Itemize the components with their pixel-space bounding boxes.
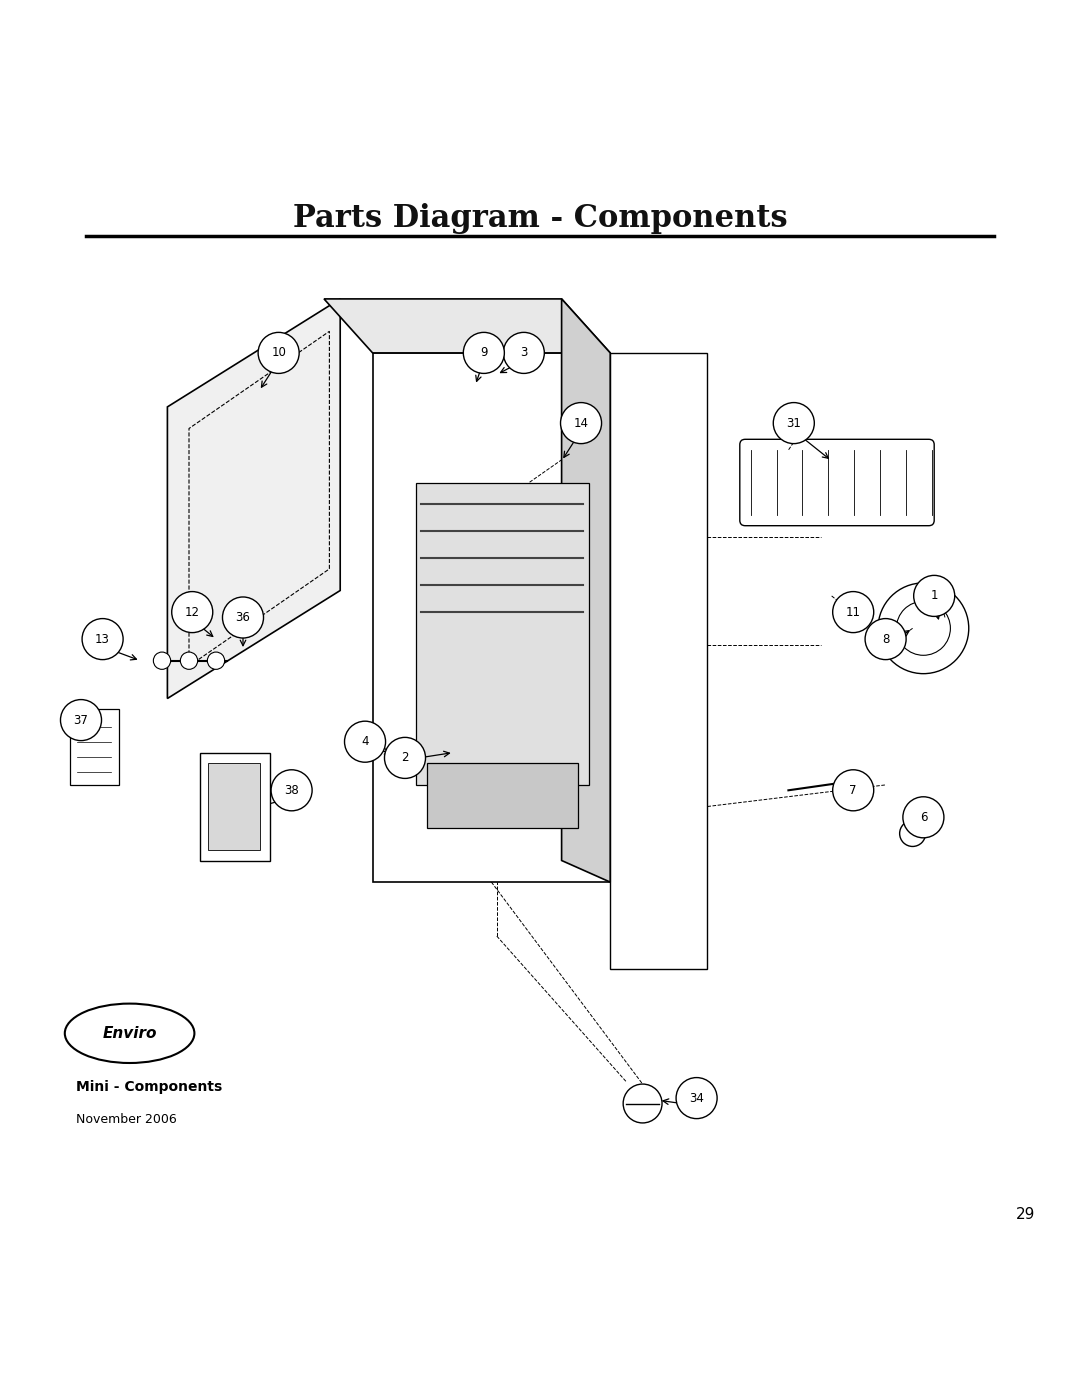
Circle shape <box>172 591 213 633</box>
Circle shape <box>222 597 264 638</box>
Polygon shape <box>562 299 610 882</box>
Text: 6: 6 <box>920 810 927 824</box>
Circle shape <box>833 770 874 810</box>
Circle shape <box>180 652 198 669</box>
Circle shape <box>833 591 874 633</box>
Text: 1: 1 <box>931 590 937 602</box>
Text: 10: 10 <box>271 346 286 359</box>
Polygon shape <box>167 299 340 698</box>
Circle shape <box>271 770 312 810</box>
Text: 38: 38 <box>284 784 299 796</box>
Text: Mini - Components: Mini - Components <box>76 1080 221 1094</box>
Circle shape <box>676 1077 717 1119</box>
Text: Parts Diagram - Components: Parts Diagram - Components <box>293 204 787 235</box>
Circle shape <box>258 332 299 373</box>
Text: 11: 11 <box>846 606 861 619</box>
Text: 37: 37 <box>73 714 89 726</box>
Circle shape <box>914 576 955 616</box>
FancyBboxPatch shape <box>208 763 260 849</box>
Polygon shape <box>416 482 589 785</box>
Text: 3: 3 <box>521 346 527 359</box>
Circle shape <box>503 332 544 373</box>
Polygon shape <box>324 299 610 353</box>
Text: Enviro: Enviro <box>103 1025 157 1041</box>
Text: 8: 8 <box>882 633 889 645</box>
Text: 7: 7 <box>850 784 856 796</box>
Text: 13: 13 <box>95 633 110 645</box>
Circle shape <box>463 332 504 373</box>
Circle shape <box>153 652 171 669</box>
Text: 29: 29 <box>1016 1207 1036 1222</box>
FancyBboxPatch shape <box>70 710 119 785</box>
Text: 4: 4 <box>362 735 368 749</box>
Text: 2: 2 <box>402 752 408 764</box>
Circle shape <box>207 652 225 669</box>
Circle shape <box>773 402 814 444</box>
Circle shape <box>82 619 123 659</box>
Text: 34: 34 <box>689 1091 704 1105</box>
Circle shape <box>384 738 426 778</box>
Text: 12: 12 <box>185 606 200 619</box>
FancyBboxPatch shape <box>200 753 270 861</box>
Text: 36: 36 <box>235 610 251 624</box>
Circle shape <box>345 721 386 763</box>
Circle shape <box>561 402 602 444</box>
Text: 9: 9 <box>481 346 487 359</box>
Text: 14: 14 <box>573 416 589 430</box>
Polygon shape <box>427 763 578 828</box>
Circle shape <box>903 796 944 838</box>
Text: 31: 31 <box>786 416 801 430</box>
Circle shape <box>900 820 926 847</box>
Circle shape <box>60 700 102 740</box>
Circle shape <box>865 619 906 659</box>
Text: November 2006: November 2006 <box>76 1113 176 1126</box>
